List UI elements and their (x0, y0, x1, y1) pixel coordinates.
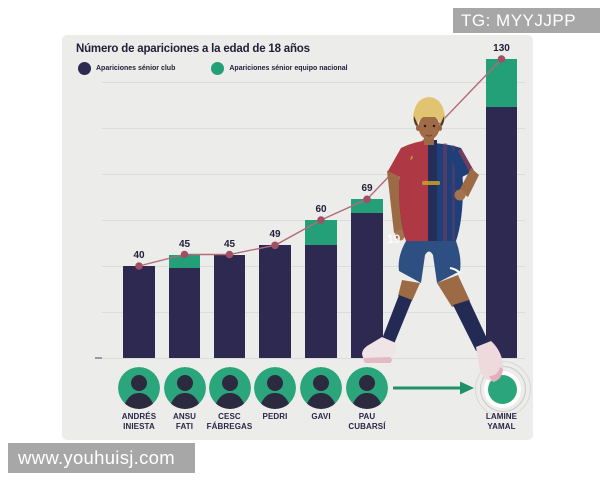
player-name-andres-iniesta: ANDRÉS INIESTA (104, 412, 174, 431)
player-name-line2: YAMAL (487, 421, 516, 431)
player-name-line1: ANSU (172, 412, 197, 421)
player-name-line1: PEDRI (262, 412, 288, 421)
player-name-pau-cubarsi: PAU CUBARSÍ (332, 412, 402, 431)
svg-text:19: 19 (387, 232, 401, 246)
bar-value-label: 45 (223, 238, 236, 250)
bar-pedri (259, 245, 291, 358)
legend-club-swatch-icon (78, 62, 91, 75)
player-portrait-icon (118, 367, 160, 409)
bar-cesc-fabregas (213, 254, 246, 358)
player-portrait-icon (254, 367, 296, 409)
bar-value-label: 40 (133, 250, 145, 261)
gridline (102, 82, 525, 83)
player-name-line1: LAMINE (485, 412, 518, 421)
bar-andres-iniesta (123, 266, 155, 358)
player-portrait-icon (300, 367, 342, 409)
player-name-line1: ANDRÉS (121, 412, 157, 421)
segment-club (123, 266, 155, 358)
player-name-pedri: PEDRI (240, 412, 310, 422)
chart-title: Número de apariciones a la edad de 18 añ… (76, 43, 310, 55)
player-name-line1: CESC (218, 412, 241, 421)
segment-club (259, 245, 291, 358)
legend-club-label: Apariciones sénior club (96, 65, 176, 72)
player-name-gavi: GAVI (286, 412, 356, 422)
bar-value-label: 49 (269, 229, 281, 241)
player-name-cesc-fabregas: CESC FÁBREGAS (195, 412, 265, 431)
player-name-line2: CUBARSÍ (348, 421, 386, 431)
bar-value-label: 130 (493, 43, 510, 54)
segment-national (305, 220, 337, 246)
legend-item-national: Apariciones sénior equipo nacional (211, 62, 348, 75)
chart-legend: Apariciones sénior club Apariciones séni… (78, 62, 348, 75)
player-name-line2: FATI (175, 421, 194, 431)
player-name-line2: INIESTA (123, 421, 155, 431)
bar-gavi (305, 220, 337, 358)
baseline-tick (95, 357, 102, 359)
watermark-website: www.youhuisj.com (8, 443, 195, 473)
avatar-ansu-fati (163, 367, 206, 409)
avatar-pau-cubarsi (346, 367, 388, 409)
segment-club (168, 268, 201, 358)
gridline (102, 358, 525, 359)
avatar-andres-iniesta (118, 367, 160, 409)
player-portrait-icon (163, 367, 206, 409)
player-name-line1: PAU (358, 412, 376, 421)
segment-club (213, 254, 246, 358)
avatar-cesc-fabregas (208, 367, 251, 409)
player-name-line2: FÁBREGAS (206, 421, 253, 431)
segment-club (305, 245, 337, 358)
bar-ansu-fati (168, 254, 201, 358)
bar-value-label: 45 (178, 238, 191, 250)
player-portrait-icon (208, 367, 251, 409)
player-name-ansu-fati: ANSU FATI (150, 412, 220, 431)
legend-national-label: Apariciones sénior equipo nacional (229, 65, 348, 72)
player-portrait-icon (346, 367, 388, 409)
avatar-gavi (300, 367, 342, 409)
segment-national (168, 254, 201, 269)
legend-national-swatch-icon (211, 62, 225, 75)
player-name-lamine-yamal: LAMINE YAMAL (467, 412, 537, 431)
player-name-line1: GAVI (311, 412, 331, 421)
bar-value-label: 60 (315, 204, 327, 215)
avatar-pedri (254, 367, 296, 409)
lamine-yamal-photo: 19 (362, 97, 504, 382)
watermark-telegram: TG: MYYJJPP (453, 8, 600, 33)
legend-item-club: Apariciones sénior club (78, 62, 175, 75)
